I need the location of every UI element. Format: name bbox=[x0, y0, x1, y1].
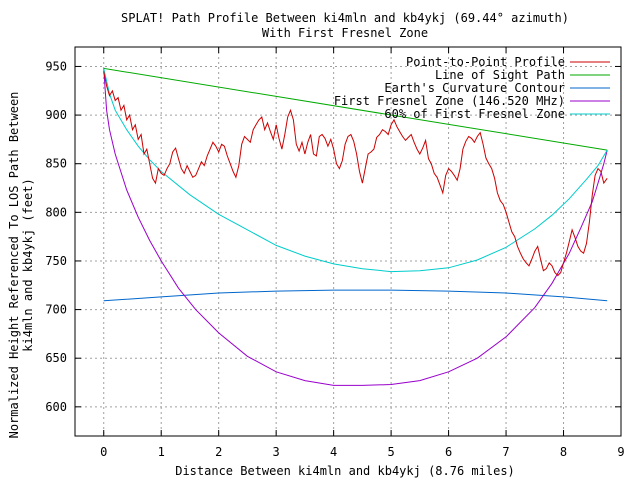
y-tick-label: 850 bbox=[45, 157, 67, 171]
series-first-fresnel-zone-146-520-mhz bbox=[103, 68, 608, 386]
y-tick-label: 600 bbox=[45, 400, 67, 414]
legend-label: 60% of First Fresnel Zone bbox=[384, 107, 565, 121]
series-line-of-sight-path bbox=[103, 67, 608, 151]
legend-label: First Fresnel Zone (146.520 MHz) bbox=[334, 94, 565, 108]
x-tick-label: 8 bbox=[560, 445, 567, 459]
chart-title: SPLAT! Path Profile Between ki4mln and k… bbox=[121, 11, 569, 25]
series-earth-s-curvature-contour bbox=[103, 289, 608, 302]
axis-ticks: 0 1 2 3 4 5 6 7 8 9 600 650 700 750 800 850 900 950 bbox=[45, 47, 625, 459]
series-lines bbox=[103, 67, 608, 386]
x-axis-label: Distance Between ki4mln and kb4ykj (8.76… bbox=[175, 464, 515, 478]
chart-subtitle: With First Fresnel Zone bbox=[262, 26, 428, 40]
y-tick-label: 800 bbox=[45, 205, 67, 219]
series-60-of-first-fresnel-zone bbox=[103, 68, 608, 273]
legend-label: Earth's Curvature Contour bbox=[384, 81, 565, 95]
legend-label: Line of Sight Path bbox=[435, 68, 565, 82]
series-point-to-point-profile bbox=[103, 71, 608, 277]
y-tick-label: 750 bbox=[45, 254, 67, 268]
x-tick-label: 2 bbox=[215, 445, 222, 459]
y-tick-label: 650 bbox=[45, 351, 67, 365]
x-tick-label: 0 bbox=[100, 445, 107, 459]
y-tick-label: 950 bbox=[45, 59, 67, 73]
y-tick-label: 700 bbox=[45, 303, 67, 317]
y-tick-label: 900 bbox=[45, 108, 67, 122]
x-tick-label: 9 bbox=[617, 445, 624, 459]
x-tick-label: 7 bbox=[502, 445, 509, 459]
x-tick-label: 6 bbox=[445, 445, 452, 459]
x-tick-label: 4 bbox=[330, 445, 337, 459]
y-axis-label: Normalized Height Referenced To LOS Path… bbox=[7, 92, 21, 439]
plot-frame bbox=[74, 46, 622, 437]
x-tick-label: 1 bbox=[158, 445, 165, 459]
y-axis-label-line2: ki4mln and kb4ykj (feet) bbox=[21, 178, 35, 351]
x-tick-label: 3 bbox=[273, 445, 280, 459]
x-tick-label: 5 bbox=[387, 445, 394, 459]
grid-lines bbox=[75, 47, 622, 436]
legend-label: Point-to-Point Profile bbox=[406, 55, 565, 69]
